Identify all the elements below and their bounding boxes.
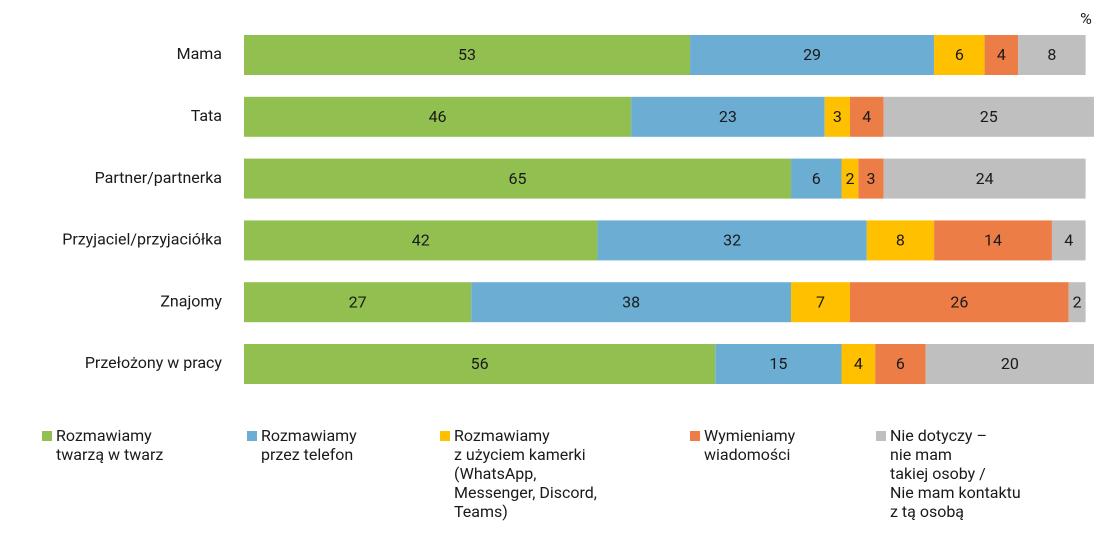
data-label: 8: [1047, 45, 1056, 64]
data-label: 53: [458, 45, 476, 64]
bar-segment: [841, 158, 859, 199]
bar-segment: [925, 344, 1094, 384]
bar-segment: [1068, 282, 1086, 323]
legend-item: Rozmawiamy twarzą w twarz: [42, 426, 163, 464]
bar-segment: [866, 220, 935, 261]
category-label: Tata: [191, 106, 222, 125]
bar-segment: [824, 96, 850, 137]
bar-segment: [597, 220, 867, 261]
category-label: Przełożony w pracy: [85, 353, 223, 372]
data-label: 6: [955, 45, 964, 64]
bar-segment: [244, 96, 632, 137]
data-label: 65: [509, 169, 527, 188]
data-label: 2: [845, 169, 854, 188]
data-label: 15: [769, 354, 787, 373]
category-label: Mama: [177, 44, 222, 63]
bar-segment: [471, 282, 792, 323]
legend-swatch: [42, 431, 52, 441]
bar-segment: [1051, 220, 1086, 261]
data-label: 4: [997, 45, 1006, 64]
bar-segment: [690, 35, 935, 75]
data-label: 46: [429, 107, 447, 126]
bar-segment: [984, 35, 1019, 75]
bar-segment: [858, 158, 884, 199]
bar-segment: [791, 158, 842, 199]
legend-swatch: [440, 431, 450, 441]
data-label: 4: [854, 354, 863, 373]
legend-label: Nie dotyczy – nie mam takiej osoby / Nie…: [890, 426, 1021, 521]
bar-segment: [244, 35, 691, 75]
data-label: 3: [833, 107, 842, 126]
legend-item: Nie dotyczy – nie mam takiej osoby / Nie…: [876, 426, 1021, 521]
bar-segment: [849, 282, 1069, 323]
category-label: Partner/partnerka: [95, 168, 222, 187]
bar-segment: [244, 158, 792, 199]
legend-item: Rozmawiamy z użyciem kamerki (WhatsApp, …: [440, 426, 597, 521]
category-label: Przyjaciel/przyjaciółka: [62, 230, 222, 249]
data-label: 7: [816, 292, 825, 311]
data-label: 27: [349, 292, 367, 311]
data-label: 4: [862, 107, 871, 126]
bar-segment: [883, 158, 1086, 199]
bar-segment: [715, 344, 842, 384]
bar-segment: [1018, 35, 1086, 75]
data-label: 24: [976, 169, 994, 188]
unit-label: %: [1080, 9, 1092, 28]
data-label: 23: [719, 107, 737, 126]
data-label: 32: [723, 231, 741, 250]
bar-segment: [244, 344, 716, 384]
bar-segment: [244, 220, 598, 261]
data-label: 2: [1073, 292, 1082, 311]
data-label: 3: [866, 169, 875, 188]
bar-segment: [875, 344, 926, 384]
category-label: Znajomy: [160, 291, 222, 310]
bar-segment: [791, 282, 850, 323]
legend-item: Wymieniamy wiadomości: [690, 426, 795, 464]
bar-segment: [934, 35, 985, 75]
bar-segment: [883, 96, 1094, 137]
data-label: 38: [622, 292, 640, 311]
bar-segment: [934, 220, 1052, 261]
data-label: 6: [896, 354, 905, 373]
legend-swatch: [247, 431, 257, 441]
data-label: 42: [412, 231, 430, 250]
bar-segment: [631, 96, 825, 137]
data-label: 6: [812, 169, 821, 188]
data-label: 26: [950, 292, 968, 311]
data-label: 25: [980, 107, 998, 126]
legend-label: Rozmawiamy twarzą w twarz: [56, 426, 164, 464]
bar-segment: [244, 282, 472, 323]
data-label: 14: [984, 231, 1002, 250]
data-label: 4: [1064, 231, 1073, 250]
data-label: 56: [471, 354, 489, 373]
legend-swatch: [690, 431, 700, 441]
legend-label: Rozmawiamy z użyciem kamerki (WhatsApp, …: [454, 426, 597, 521]
legend-item: Rozmawiamy przez telefon: [247, 426, 357, 464]
data-label: 29: [803, 45, 821, 64]
data-label: 20: [1001, 354, 1019, 373]
legend-label: Rozmawiamy przez telefon: [261, 426, 357, 464]
legend-label: Wymieniamy wiadomości: [704, 426, 796, 464]
legend-swatch: [876, 431, 886, 441]
bar-segment: [841, 344, 876, 384]
bar-segment: [849, 96, 884, 137]
data-label: 8: [896, 231, 905, 250]
